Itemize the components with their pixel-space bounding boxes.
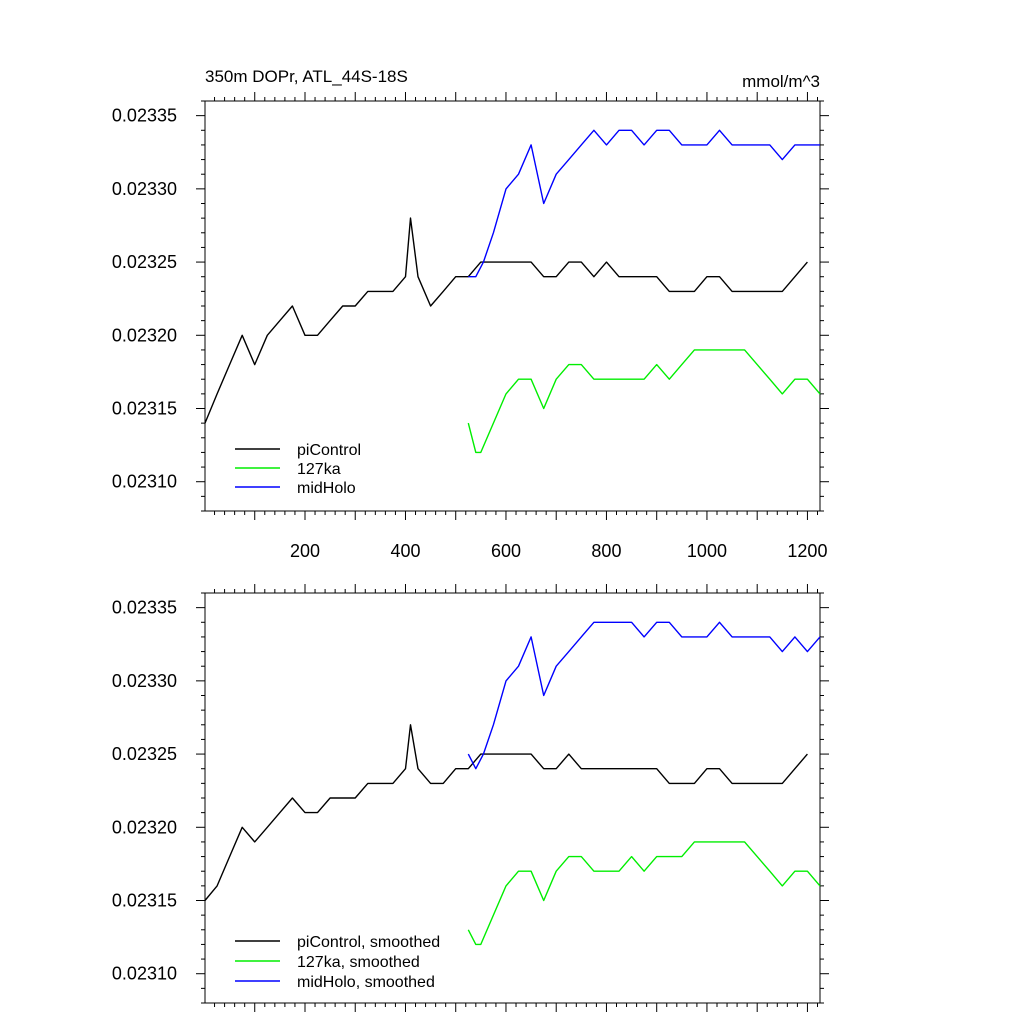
x-tick-label: 1000 — [687, 541, 727, 561]
y-tick-label: 0.02320 — [112, 817, 177, 837]
y-tick-label: 0.02330 — [112, 179, 177, 199]
series-line — [204, 217, 808, 424]
series-line — [467, 621, 821, 770]
x-tick-label: 800 — [591, 541, 621, 561]
y-tick-label: 0.02330 — [112, 671, 177, 691]
x-tick-label: 400 — [390, 541, 420, 561]
series-line — [204, 724, 808, 901]
y-tick-label: 0.02335 — [112, 598, 177, 618]
legend-label: 127ka — [297, 461, 341, 478]
series-line — [468, 129, 820, 278]
legend-label: 127ka, smoothed — [297, 954, 420, 971]
x-tick-label: 1200 — [787, 541, 827, 561]
series-line — [467, 841, 821, 946]
y-tick-label: 0.02310 — [112, 964, 177, 984]
legend-label: piControl — [297, 442, 361, 459]
legend-label: piControl, smoothed — [297, 934, 440, 951]
y-tick-label: 0.02325 — [112, 252, 177, 272]
y-tick-label: 0.02320 — [112, 325, 177, 345]
y-tick-label: 0.02310 — [112, 472, 177, 492]
series-line — [467, 349, 821, 454]
legend-label: midHolo, smoothed — [297, 974, 435, 991]
x-tick-label: 600 — [491, 541, 521, 561]
chart-title: 350m DOPr, ATL_44S-18S — [205, 67, 408, 86]
y-tick-label: 0.02325 — [112, 744, 177, 764]
top-panel: 0.02310 0.02315 0.02320 0.02325 0.02330 0.023… — [112, 67, 829, 561]
y-tick-label: 0.02315 — [112, 891, 177, 911]
legend-label: midHolo — [297, 480, 356, 497]
x-tick-label: 200 — [290, 541, 320, 561]
y-tick-label: 0.02315 — [112, 399, 177, 419]
bottom-panel: 0.02310 0.02315 0.02320 0.02325 0.02330 0.023… — [112, 584, 829, 1012]
units-label: mmol/m^3 — [742, 72, 820, 91]
y-tick-label: 0.02335 — [112, 106, 177, 126]
